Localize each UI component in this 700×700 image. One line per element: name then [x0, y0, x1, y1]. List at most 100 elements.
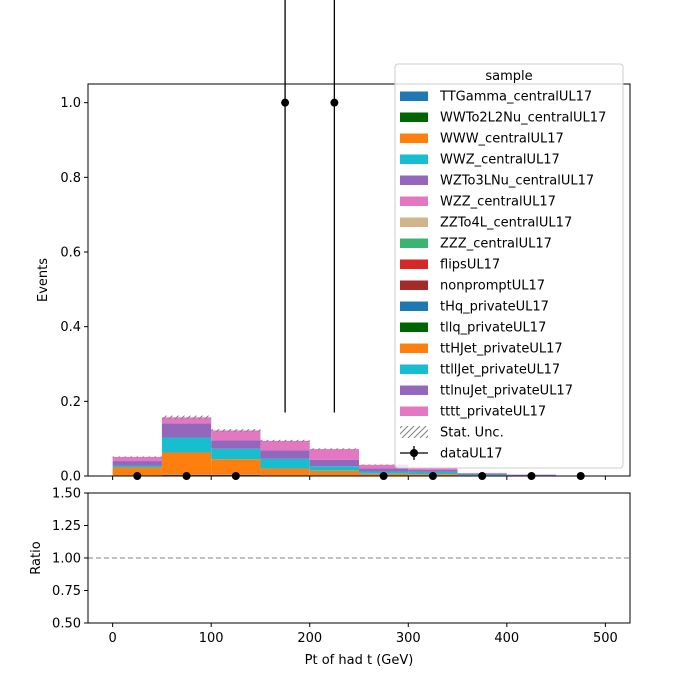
bar-WZZ_centralUL17-bin-6	[408, 468, 458, 471]
bar-WWW_centralUL17-bin-1	[161, 452, 212, 475]
bar-WZTo3LNu_centralUL17-bin-4	[309, 459, 359, 467]
stat-unc-bin-1	[161, 415, 212, 420]
xtick-label-2: 200	[297, 631, 322, 646]
bar-WZZ_centralUL17-bin-2	[211, 430, 261, 441]
legend-box	[394, 63, 624, 469]
legend-label-0: TTGamma_centralUL17	[439, 90, 592, 105]
legend-label-3: WWZ_centralUL17	[440, 153, 560, 168]
ratio-ytick-label-1: 0.75	[52, 584, 81, 599]
bar-WZTo3LNu_centralUL17-bin-3	[260, 450, 310, 459]
bar-WZZ_centralUL17-bin-1	[161, 417, 212, 424]
stat-unc-bin-4	[309, 448, 359, 450]
stat-unc-bin-5	[359, 464, 409, 466]
ratio-y-ticks: 0.50 0.75 1.00 1.25 1.50	[52, 487, 88, 632]
legend-label-stat-unc: Stat. Unc.	[440, 426, 504, 441]
bar-WZTo3LNu_centralUL17-bin-0	[112, 461, 162, 466]
data-point-3	[281, 98, 290, 107]
legend-label-13: ttllJet_privateUL17	[440, 363, 560, 378]
legend-data-marker	[410, 449, 418, 457]
bar-WZZ_centralUL17-bin-5	[359, 464, 409, 469]
legend-swatch-3	[400, 154, 428, 164]
stacked-bars	[112, 417, 557, 476]
ratio-ytick-label-3: 1.25	[52, 519, 81, 534]
legend-label-data: dataUL17	[440, 447, 503, 462]
legend-label-4: WZTo3LNu_centralUL17	[440, 174, 594, 189]
legend-swatch-6	[400, 217, 428, 227]
ratio-panel: 0.50 0.75 1.00 1.25 1.50 0 100 200 300 400 500 Ra…	[29, 487, 631, 668]
legend-swatch-9	[400, 280, 428, 290]
bar-WWZ_centralUL17-bin-0	[112, 465, 162, 468]
legend-swatch-10	[400, 301, 428, 311]
legend-label-15: tttt_privateUL17	[440, 405, 546, 420]
main-ytick-label-0: 0.0	[60, 470, 81, 485]
legend-swatch-stat-unc	[400, 426, 428, 438]
stat-unc-bin-0	[112, 456, 162, 458]
legend: sample TTGamma_centralUL17 WWTo2L2Nu_cent…	[394, 63, 624, 469]
xtick-label-0: 0	[108, 631, 116, 646]
legend-label-9: nonpromptUL17	[440, 279, 545, 294]
legend-label-5: WZZ_centralUL17	[440, 195, 556, 210]
main-panel: 0.0 0.2 0.4 0.6 0.8 1.0 Events	[36, 0, 631, 485]
bar-WZTo3LNu_centralUL17-bin-1	[161, 423, 212, 438]
legend-swatch-14	[400, 385, 428, 395]
legend-entries: TTGamma_centralUL17 WWTo2L2Nu_centralUL17…	[400, 90, 606, 462]
bar-WWZ_centralUL17-bin-3	[260, 458, 310, 469]
legend-label-8: flipsUL17	[440, 258, 500, 273]
legend-swatch-4	[400, 175, 428, 185]
ratio-ytick-label-2: 1.00	[52, 552, 81, 567]
main-y-axis-label: Events	[36, 258, 51, 302]
bar-WZTo3LNu_centralUL17-bin-2	[211, 440, 261, 449]
xtick-label-4: 400	[494, 631, 519, 646]
legend-label-14: ttlnuJet_privateUL17	[440, 384, 573, 399]
main-ytick-label-4: 0.8	[60, 171, 81, 186]
bar-WZZ_centralUL17-bin-3	[260, 440, 310, 451]
legend-label-7: ZZZ_centralUL17	[440, 237, 552, 252]
bar-WWW_centralUL17-bin-0	[112, 467, 162, 476]
legend-swatch-0	[400, 91, 428, 101]
legend-label-1: WWTo2L2Nu_centralUL17	[440, 111, 606, 126]
bar-WWZ_centralUL17-bin-4	[309, 466, 359, 471]
xtick-label-5: 500	[593, 631, 618, 646]
bar-WWW_centralUL17-bin-4	[309, 470, 359, 476]
legend-label-10: tHq_privateUL17	[440, 300, 549, 315]
legend-label-12: ttHJet_privateUL17	[440, 342, 563, 357]
ratio-ytick-label-4: 1.50	[52, 487, 81, 502]
bar-WZZ_centralUL17-bin-0	[112, 456, 162, 462]
x-axis-label: Pt of had t (GeV)	[305, 653, 414, 668]
legend-title: sample	[485, 69, 532, 84]
legend-swatch-5	[400, 196, 428, 206]
legend-swatch-15	[400, 406, 428, 416]
legend-swatch-13	[400, 364, 428, 374]
main-y-ticks: 0.0 0.2 0.4 0.6 0.8 1.0	[60, 96, 88, 485]
legend-label-11: tllq_privateUL17	[440, 321, 546, 336]
bar-WWW_centralUL17-bin-3	[260, 468, 310, 476]
legend-swatch-2	[400, 133, 428, 143]
legend-swatch-8	[400, 259, 428, 269]
legend-swatch-1	[400, 112, 428, 122]
ratio-y-axis-label: Ratio	[29, 541, 44, 574]
legend-swatch-7	[400, 238, 428, 248]
legend-swatch-11	[400, 322, 428, 332]
bar-WZTo3LNu_centralUL17-bin-5	[359, 468, 409, 472]
legend-label-2: WWW_centralUL17	[440, 132, 564, 147]
data-point-4	[330, 98, 339, 107]
xtick-label-1: 100	[199, 631, 224, 646]
legend-label-6: ZZTo4L_centralUL17	[440, 216, 572, 231]
bar-WZZ_centralUL17-bin-4	[309, 449, 359, 460]
bar-WWZ_centralUL17-bin-1	[161, 437, 212, 453]
main-axes-frame	[87, 83, 631, 477]
stat-unc-bin-3	[260, 439, 310, 442]
legend-swatch-12	[400, 343, 428, 353]
main-ytick-label-5: 1.0	[60, 96, 81, 111]
ratio-ytick-label-0: 0.50	[52, 617, 81, 632]
main-ytick-label-3: 0.6	[60, 246, 81, 261]
main-x-ticks	[112, 476, 606, 480]
main-ytick-label-1: 0.2	[60, 395, 81, 410]
ratio-x-ticks: 0 100 200 300 400 500	[108, 623, 618, 646]
bar-WZTo3LNu_centralUL17-bin-6	[408, 470, 458, 472]
bar-WWW_centralUL17-bin-2	[211, 459, 261, 475]
main-ytick-label-2: 0.4	[60, 320, 81, 335]
xtick-label-3: 300	[396, 631, 421, 646]
stat-unc-bin-2	[211, 429, 261, 432]
